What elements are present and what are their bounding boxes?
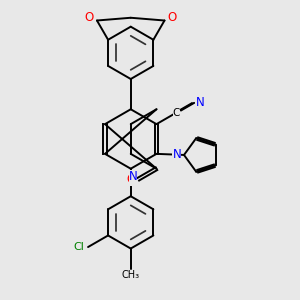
Text: CH₃: CH₃ — [122, 270, 140, 280]
Text: N: N — [195, 96, 204, 110]
Text: N: N — [129, 170, 137, 183]
Text: O: O — [127, 173, 136, 186]
Text: O: O — [168, 11, 177, 24]
Text: C: C — [173, 108, 180, 118]
Text: N: N — [172, 148, 181, 161]
Text: Cl: Cl — [73, 242, 84, 252]
Text: O: O — [85, 11, 94, 24]
